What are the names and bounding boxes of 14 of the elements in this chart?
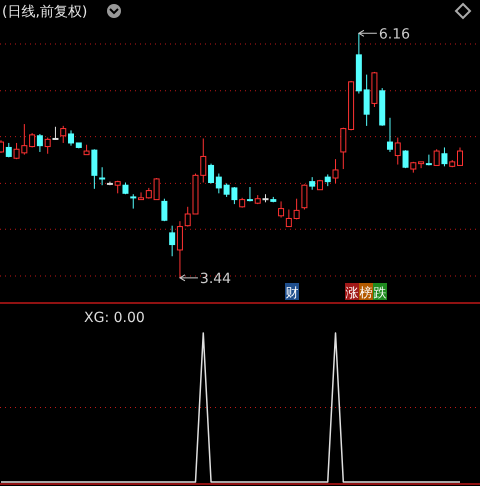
chart-title: (日线,前复权) — [2, 4, 88, 20]
annotation: 财 — [286, 286, 298, 301]
candlestick — [169, 225, 176, 257]
annotation: 6.16 — [378, 26, 410, 42]
annotation: 涨 — [346, 286, 358, 301]
candlestick — [130, 194, 136, 210]
candlestick — [200, 138, 206, 184]
candlestick — [332, 158, 339, 184]
annotation: 3.44 — [200, 270, 232, 287]
candlestick — [176, 220, 183, 278]
chart-title: XG: 0.00 — [84, 310, 145, 326]
candlestick — [394, 137, 401, 166]
annotation: 跌 — [374, 286, 386, 301]
annotation: 榜 — [360, 286, 372, 301]
